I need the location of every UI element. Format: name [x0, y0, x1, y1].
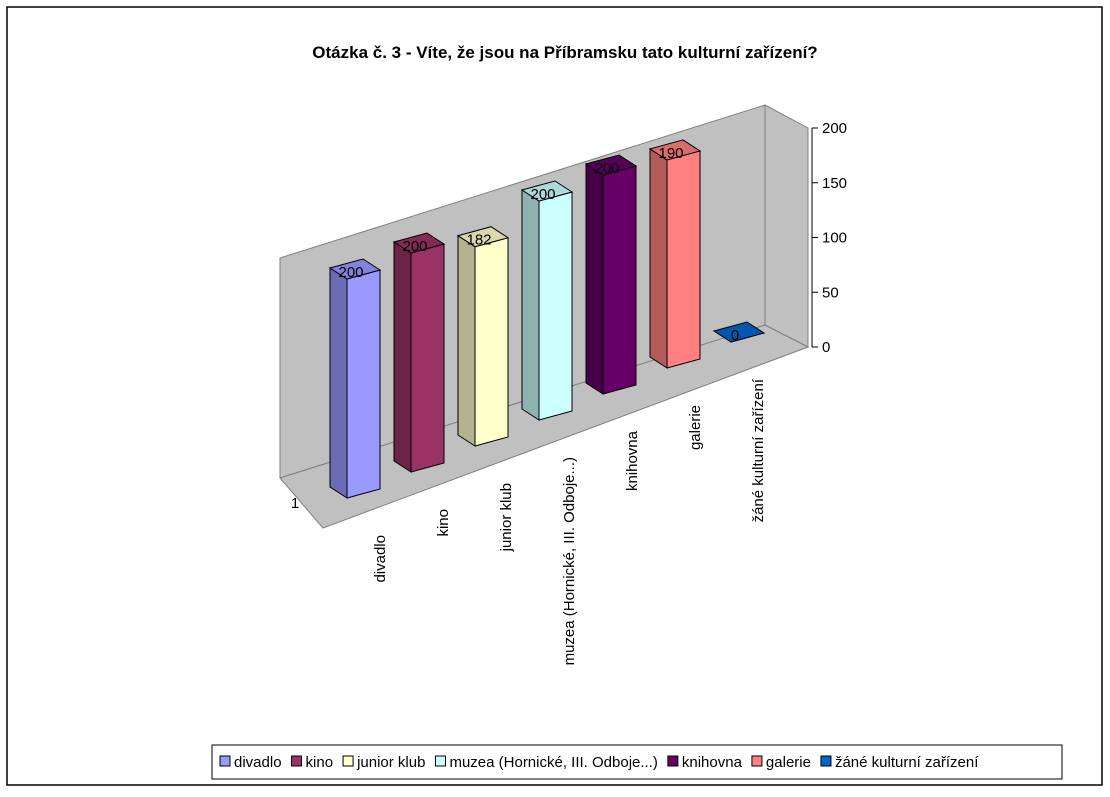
series-axis-label: galerie: [687, 405, 704, 450]
bar-top: [392, 232, 446, 254]
bar-side: [457, 234, 476, 447]
bar-top: [520, 180, 574, 202]
bar-front: [602, 165, 637, 395]
value-label: 200: [402, 238, 427, 255]
bar-front: [474, 237, 509, 447]
legend-swatch: [219, 755, 231, 767]
series-axis-label: muzea (Hornické, III. Odboje...): [561, 457, 578, 665]
legend-label: junior klub: [356, 754, 425, 771]
bar-side: [649, 148, 668, 369]
legend-swatch: [342, 755, 354, 767]
legend-label: galerie: [766, 754, 811, 771]
bar-side: [393, 241, 412, 473]
y-tick-label: 50: [822, 284, 839, 301]
value-label: 182: [466, 232, 491, 249]
bar-top: [584, 154, 638, 176]
series-axis-label: žáné kulturní zařízení: [750, 378, 767, 522]
legend-box: [211, 744, 1063, 780]
legend-label: kino: [306, 754, 334, 771]
legend-swatch: [434, 755, 446, 767]
legend-label: knihovna: [682, 754, 743, 771]
legend-label: žáné kulturní zařízení: [835, 754, 979, 771]
bar-side: [585, 163, 604, 395]
bar-top: [712, 321, 766, 343]
y-tick-label: 150: [822, 175, 847, 192]
legend-label: muzea (Hornické, III. Odboje...): [449, 754, 657, 771]
bar-side: [521, 189, 540, 421]
series-axis-label: junior klub: [498, 483, 515, 552]
value-label: 0: [731, 327, 739, 344]
bar-front: [666, 150, 701, 369]
series-axis-label: knihovna: [624, 430, 641, 491]
legend-swatch: [291, 755, 303, 767]
value-label: 190: [658, 145, 683, 162]
bar-top: [648, 139, 702, 161]
chart-title: Otázka č. 3 - Víte, že jsou na Příbramsk…: [312, 43, 817, 62]
value-label: 200: [530, 186, 555, 203]
bar-front: [346, 269, 381, 499]
y-tick-label: 100: [822, 230, 847, 247]
category-label: 1: [291, 495, 299, 512]
bar-top: [456, 226, 510, 248]
bar-front: [410, 243, 445, 473]
bar-side: [329, 267, 348, 499]
y-tick-label: 0: [822, 339, 830, 356]
bar-front: [538, 191, 573, 421]
legend-swatch: [820, 755, 832, 767]
side-wall: [764, 104, 809, 348]
series-axis-label: kino: [435, 509, 452, 537]
legend-swatch: [751, 755, 763, 767]
value-label: 200: [338, 264, 363, 281]
legend-label: divadlo: [234, 754, 282, 771]
value-label: 200: [594, 160, 619, 177]
bar-top: [328, 258, 382, 280]
series-axis-label: divadlo: [372, 535, 389, 583]
legend-swatch: [667, 755, 679, 767]
y-tick-label: 200: [822, 120, 847, 137]
